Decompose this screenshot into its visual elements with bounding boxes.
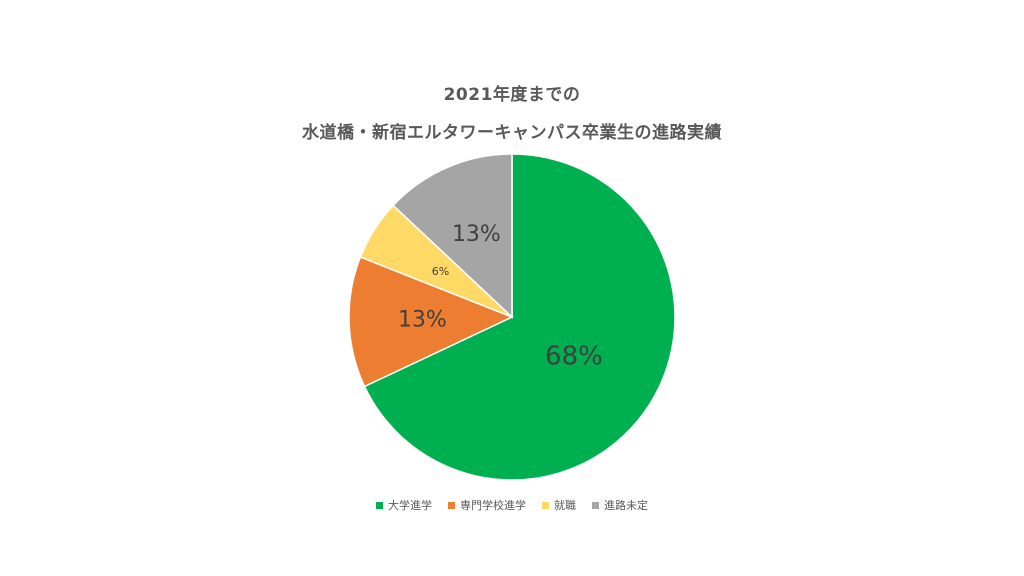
legend-item-vocational-school: 専門学校進学: [448, 497, 526, 513]
data-label-undecided: 13%: [452, 222, 501, 247]
legend-label: 就職: [554, 499, 576, 512]
legend-swatch: [542, 501, 549, 509]
legend-item-undecided: 進路未定: [592, 497, 648, 513]
legend-label: 大学進学: [388, 499, 432, 512]
legend-item-university: 大学進学: [376, 497, 432, 513]
chart-legend: 大学進学 専門学校進学 就職 進路未定: [0, 497, 1024, 513]
data-label-university: 68%: [545, 341, 603, 371]
legend-label: 進路未定: [604, 499, 648, 512]
chart-title-line-1: 2021年度までの: [443, 85, 581, 105]
data-label-employment: 6%: [432, 265, 449, 278]
pie-slice-university: [363, 153, 676, 481]
legend-swatch: [592, 501, 599, 509]
pie-slice-vocational-school: [348, 256, 514, 388]
legend-item-employment: 就職: [542, 497, 576, 513]
legend-swatch: [448, 501, 455, 509]
pie-slice-undecided: [392, 153, 513, 319]
data-label-vocational-school: 13%: [398, 307, 447, 332]
legend-label: 専門学校進学: [460, 499, 526, 512]
chart-title-line-2: 水道橋・新宿エルタワーキャンパス卒業生の進路実績: [302, 123, 722, 143]
legend-swatch: [376, 501, 383, 509]
